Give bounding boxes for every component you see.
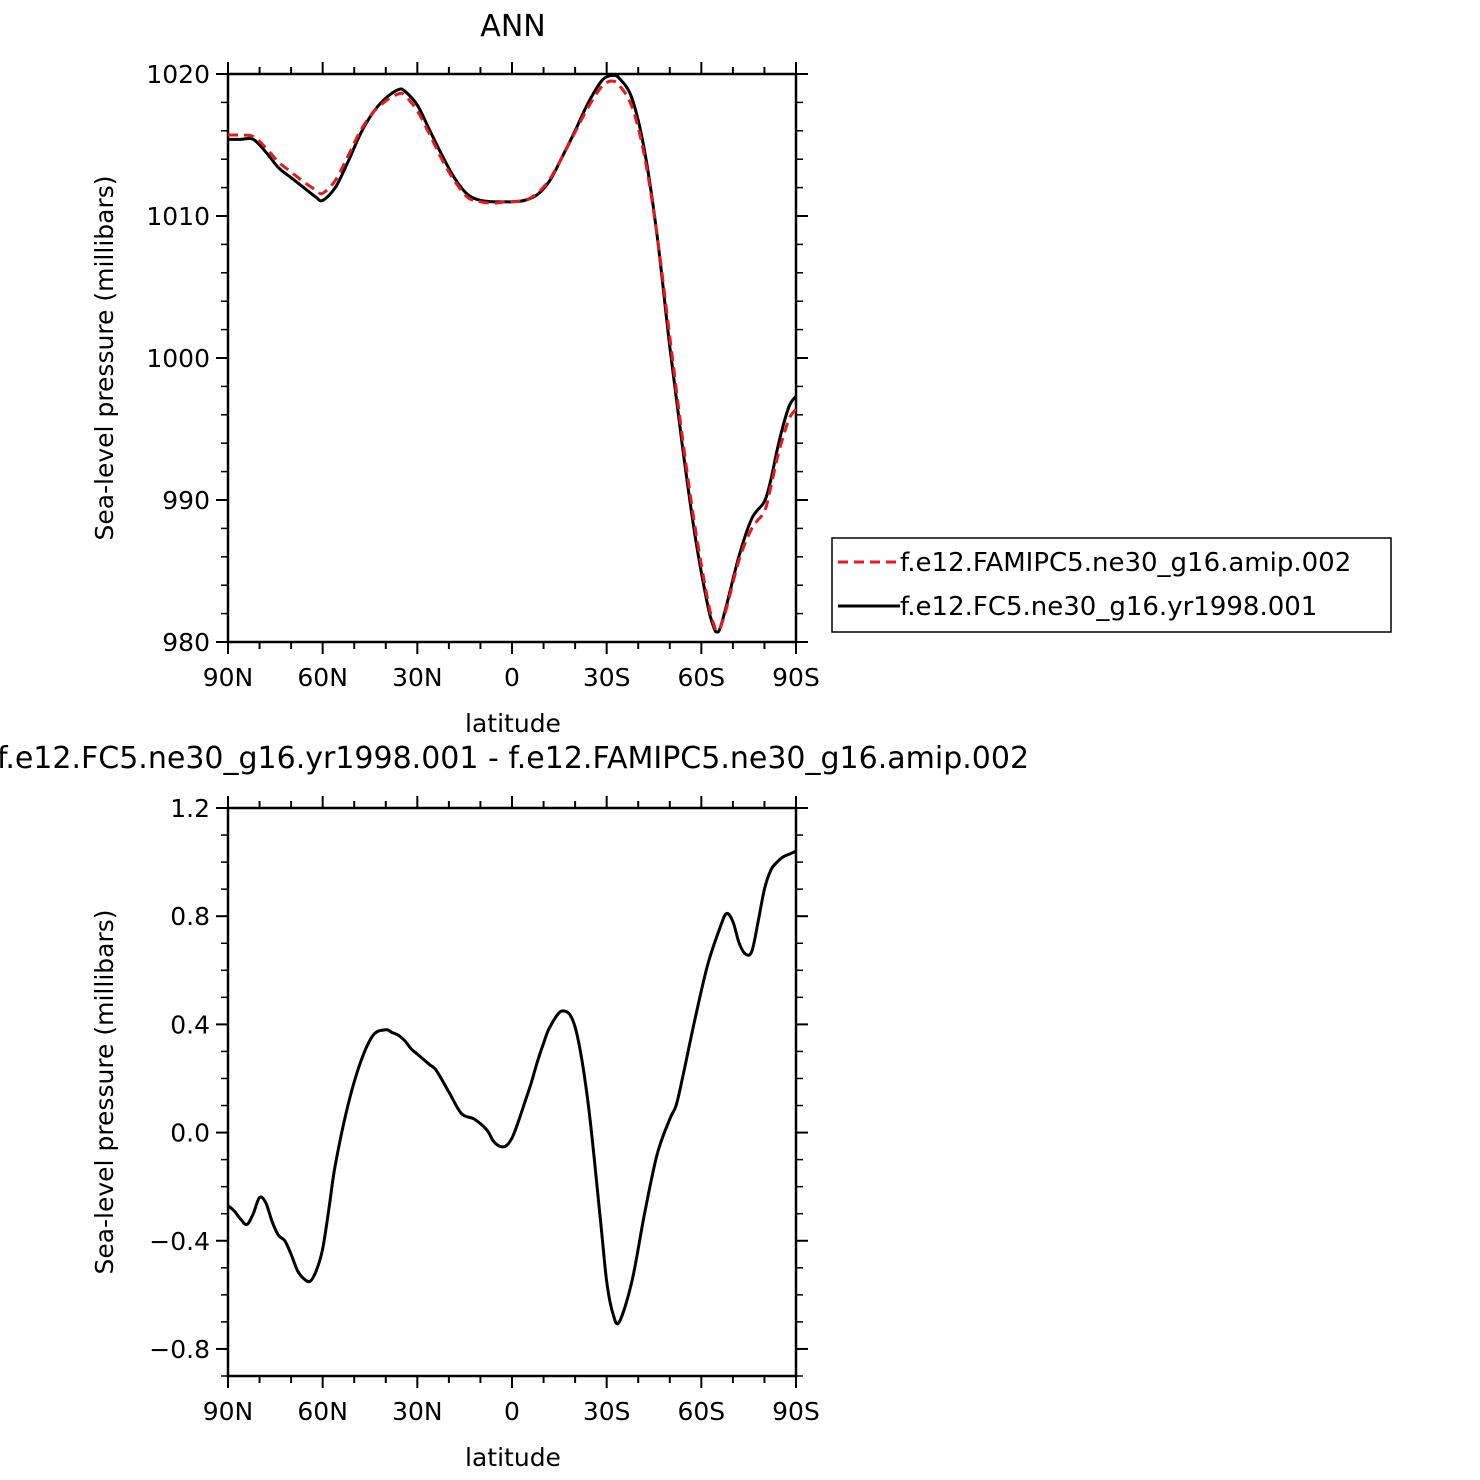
top-series-0 — [228, 79, 796, 633]
bot-xtick-label: 30N — [392, 1397, 443, 1426]
top-xlabel: latitude — [465, 709, 561, 738]
top-panel: ANN 90N 60N 30N 0 30S 60S 90S 980 990 1000 1010 102… — [90, 9, 820, 738]
bot-ytick-label: 1.2 — [170, 794, 210, 823]
top-series-1 — [228, 74, 796, 634]
bottom-ylabel: Sea-level pressure (millibars) — [90, 909, 119, 1274]
top-ytick-label: 1000 — [146, 344, 210, 373]
legend: f.e12.FAMIPC5.ne30_g16.amip.002 f.e12.FC… — [831, 537, 1392, 633]
top-ytick-label: 1010 — [146, 202, 210, 231]
legend-label-amip: f.e12.FAMIPC5.ne30_g16.amip.002 — [900, 548, 1351, 578]
top-ytick-label: 990 — [162, 486, 210, 515]
bot-series-0 — [228, 849, 796, 1326]
top-xtick-label: 60N — [297, 663, 348, 692]
bot-ytick-label: 0.4 — [170, 1010, 210, 1039]
bot-ytick-label: 0.8 — [170, 902, 210, 931]
top-frame — [226, 72, 798, 644]
bottom-title: f.e12.FC5.ne30_g16.yr1998.001 - f.e12.FA… — [0, 741, 1029, 776]
top-xtick-label: 60S — [677, 663, 725, 692]
bot-ytick-label: 0.0 — [170, 1119, 210, 1148]
bottom-plot-area: 90N 60N 30N 0 30S 60S 90S −0.8 −0.4 0.0 0.4 0.8 1.2 — [149, 794, 820, 1426]
bot-xtick-label: 30S — [583, 1397, 631, 1426]
bot-xtick-label: 90S — [772, 1397, 820, 1426]
top-xtick-label: 90N — [203, 663, 254, 692]
bottom-panel: f.e12.FC5.ne30_g16.yr1998.001 - f.e12.FA… — [0, 741, 1029, 1472]
top-xtick-label: 90S — [772, 663, 820, 692]
legend-label-fc5: f.e12.FC5.ne30_g16.yr1998.001 — [900, 592, 1317, 622]
top-title: ANN — [480, 9, 545, 44]
bot-frame — [226, 806, 798, 1378]
top-ylabel: Sea-level pressure (millibars) — [90, 175, 119, 540]
top-xtick-label: 30S — [583, 663, 631, 692]
bot-xtick-label: 60N — [297, 1397, 348, 1426]
bot-ytick-label: −0.4 — [149, 1227, 210, 1256]
bot-xtick-label: 0 — [504, 1397, 520, 1426]
bot-xtick-label: 90N — [203, 1397, 254, 1426]
legend-box — [831, 537, 1392, 633]
top-ytick-label: 1020 — [146, 60, 210, 89]
top-xtick-label: 30N — [392, 663, 443, 692]
bot-xtick-label: 60S — [677, 1397, 725, 1426]
top-xtick-label: 0 — [504, 663, 520, 692]
top-plot-area: 90N 60N 30N 0 30S 60S 90S 980 990 1000 1010 1020 — [146, 60, 819, 692]
bottom-xlabel: latitude — [465, 1443, 561, 1472]
top-ytick-label: 980 — [162, 628, 210, 657]
bot-ytick-label: −0.8 — [149, 1335, 210, 1364]
